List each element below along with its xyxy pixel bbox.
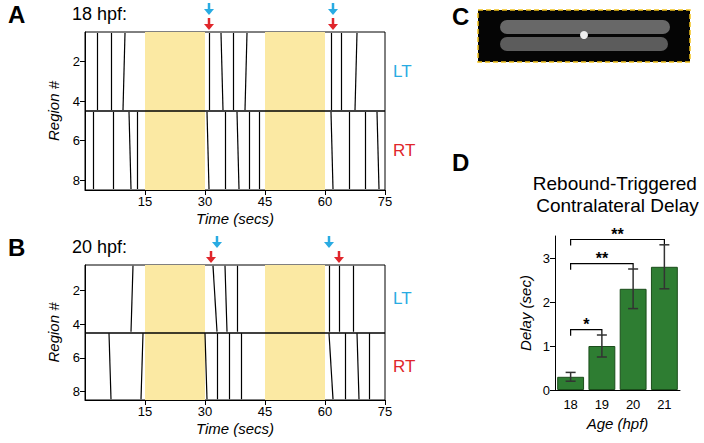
- svg-text:A: A: [8, 1, 25, 28]
- svg-text:2: 2: [73, 54, 80, 69]
- svg-text:75: 75: [378, 404, 392, 419]
- svg-text:*: *: [583, 316, 590, 333]
- svg-text:45: 45: [258, 404, 272, 419]
- svg-text:LT: LT: [393, 62, 412, 81]
- svg-text:6: 6: [73, 133, 80, 148]
- svg-text:30: 30: [198, 404, 212, 419]
- svg-text:4: 4: [73, 94, 80, 109]
- svg-text:Time (secs): Time (secs): [196, 420, 274, 437]
- svg-text:45: 45: [258, 194, 272, 209]
- svg-text:15: 15: [138, 404, 152, 419]
- svg-text:Region #: Region #: [45, 302, 62, 363]
- svg-text:D: D: [452, 149, 469, 176]
- svg-text:Rebound-Triggered: Rebound-Triggered: [533, 173, 702, 194]
- svg-text:75: 75: [378, 194, 392, 209]
- svg-text:21: 21: [657, 397, 671, 412]
- svg-text:18: 18: [563, 397, 577, 412]
- svg-text:C: C: [452, 3, 469, 30]
- svg-text:20: 20: [626, 397, 640, 412]
- svg-text:20 hpf:: 20 hpf:: [72, 237, 127, 257]
- svg-text:RT: RT: [393, 141, 415, 160]
- svg-text:Age (hpf): Age (hpf): [586, 415, 649, 432]
- svg-text:Region #: Region #: [45, 80, 62, 141]
- svg-text:8: 8: [73, 384, 80, 399]
- svg-text:**: **: [611, 226, 624, 243]
- svg-text:0: 0: [543, 383, 550, 398]
- svg-text:LT: LT: [393, 289, 412, 308]
- svg-text:60: 60: [318, 194, 332, 209]
- svg-text:19: 19: [595, 397, 609, 412]
- svg-text:4: 4: [73, 317, 80, 332]
- svg-text:1: 1: [543, 339, 550, 354]
- svg-text:B: B: [8, 234, 25, 261]
- svg-text:30: 30: [198, 194, 212, 209]
- svg-text:6: 6: [73, 350, 80, 365]
- svg-text:8: 8: [73, 173, 80, 188]
- svg-text:Delay (sec): Delay (sec): [517, 275, 534, 351]
- svg-text:2: 2: [73, 283, 80, 298]
- svg-text:3: 3: [543, 251, 550, 266]
- svg-text:18 hpf:: 18 hpf:: [72, 4, 127, 24]
- svg-text:2: 2: [543, 295, 550, 310]
- svg-text:**: **: [596, 250, 609, 267]
- svg-text:Contralateral Delay: Contralateral Delay: [536, 195, 699, 216]
- svg-text:60: 60: [318, 404, 332, 419]
- svg-text:RT: RT: [393, 357, 415, 376]
- svg-text:Time (secs): Time (secs): [196, 210, 274, 227]
- svg-text:15: 15: [138, 194, 152, 209]
